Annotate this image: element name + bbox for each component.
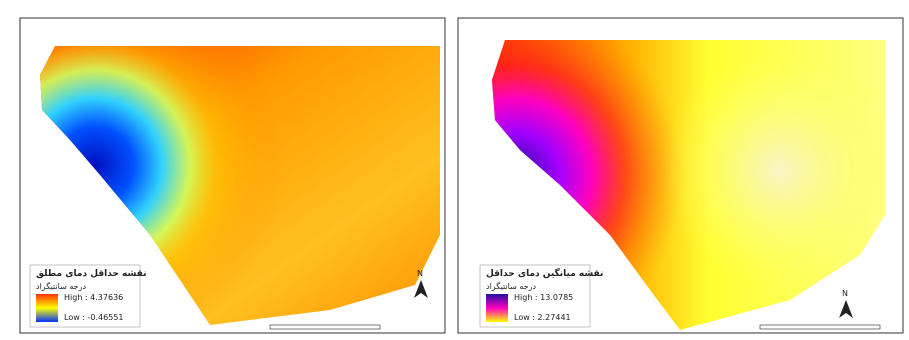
north-arrow (839, 300, 853, 318)
legend-low: Low : 2.27441 (514, 313, 571, 322)
legend-title: درجه سانتیگراد (36, 281, 86, 291)
legend-high: High : 4.37636 (64, 293, 123, 302)
north-label: N (842, 289, 848, 298)
scale-bar (269, 324, 381, 330)
map-title: نقشه حداقل دمای مطلق (36, 269, 147, 279)
north-label: N (417, 269, 423, 278)
legend-title: درجه سانتیگراد (486, 281, 536, 291)
raster-right (492, 40, 885, 330)
raster-left (40, 46, 440, 325)
legend-high: High : 13.0785 (514, 293, 573, 302)
scale-bar (759, 324, 881, 330)
north-arrow (414, 280, 428, 298)
legend-ramp (486, 294, 508, 322)
legend-low: Low : -0.46551 (64, 313, 124, 322)
legend-ramp (36, 294, 58, 322)
map-title: نقشه میانگین دمای حداقل (486, 267, 603, 279)
